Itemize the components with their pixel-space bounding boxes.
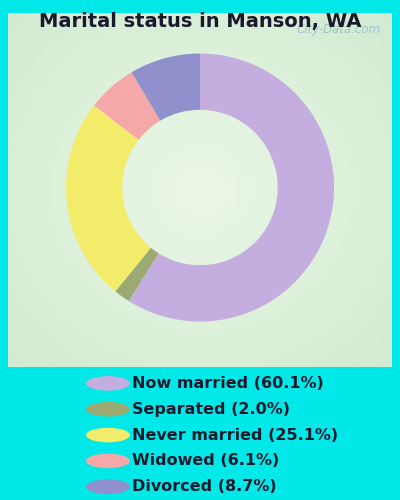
Text: Separated (2.0%): Separated (2.0%) xyxy=(132,402,290,416)
Text: Marital status in Manson, WA: Marital status in Manson, WA xyxy=(39,12,361,30)
Text: Widowed (6.1%): Widowed (6.1%) xyxy=(132,454,279,468)
Wedge shape xyxy=(132,54,200,120)
Text: Divorced (8.7%): Divorced (8.7%) xyxy=(132,479,277,494)
Text: City-Data.com: City-Data.com xyxy=(296,23,380,36)
Wedge shape xyxy=(115,248,159,301)
Text: Now married (60.1%): Now married (60.1%) xyxy=(132,376,324,391)
Wedge shape xyxy=(66,106,151,292)
Circle shape xyxy=(86,402,130,416)
Circle shape xyxy=(86,454,130,468)
Text: Never married (25.1%): Never married (25.1%) xyxy=(132,428,338,442)
Wedge shape xyxy=(129,54,334,322)
Circle shape xyxy=(86,480,130,494)
Circle shape xyxy=(86,376,130,390)
Circle shape xyxy=(86,428,130,442)
Wedge shape xyxy=(94,72,160,140)
